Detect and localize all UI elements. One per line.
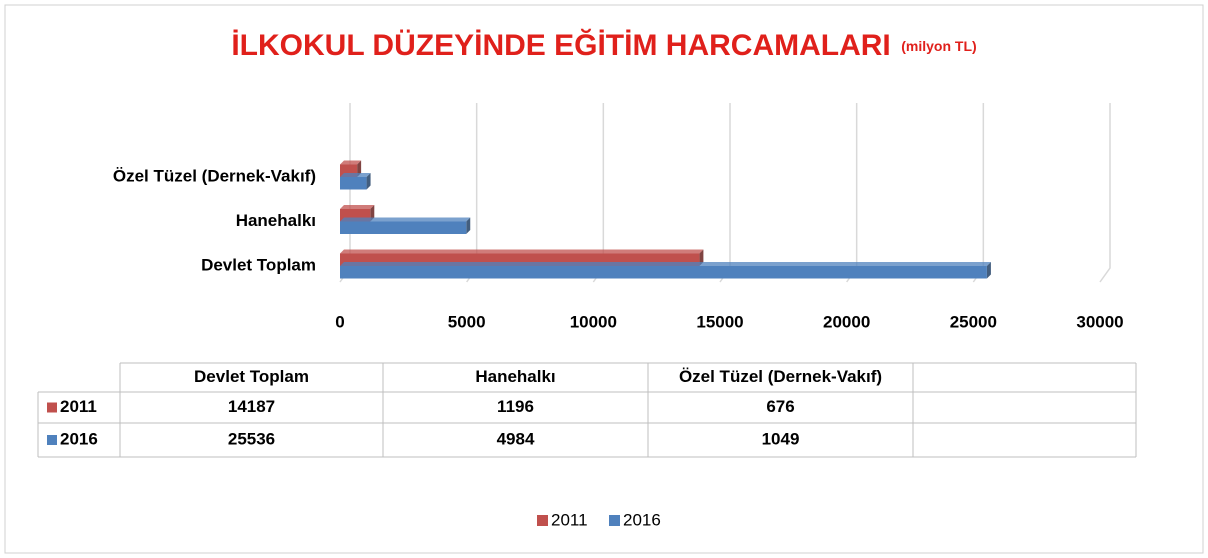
legend-key xyxy=(537,515,548,526)
table-header: Devlet Toplam xyxy=(194,367,309,386)
x-tick-label: 5000 xyxy=(448,312,486,331)
bar-top xyxy=(340,249,704,254)
x-tick-label: 10000 xyxy=(570,312,617,331)
bar-top xyxy=(340,217,471,222)
bar-side xyxy=(699,249,704,266)
table-header: Hanehalkı xyxy=(475,367,555,386)
x-tick-label: 25000 xyxy=(950,312,997,331)
x-tick-label: 20000 xyxy=(823,312,870,331)
x-tick-label: 0 xyxy=(335,312,344,331)
table-legend-key xyxy=(47,402,57,413)
table-cell: 14187 xyxy=(228,397,275,416)
bar-top xyxy=(340,160,362,165)
chart-subtitle: (milyon TL) xyxy=(901,38,976,54)
legend-label: 2011 xyxy=(551,510,588,529)
legend-key xyxy=(609,515,620,526)
bar-side xyxy=(466,217,471,234)
table-row-label: 2011 xyxy=(60,397,97,416)
bar xyxy=(340,177,367,190)
table-legend-key xyxy=(47,435,57,445)
chart-heading: İLKOKUL DÜZEYİNDE EĞİTİM HARCAMALARI (mi… xyxy=(231,28,976,62)
grid-line xyxy=(1099,103,1111,283)
y-tick-label: Özel Tüzel (Dernek-Vakıf) xyxy=(113,166,316,185)
table-header: Özel Tüzel (Dernek-Vakıf) xyxy=(679,367,882,386)
data-table: Devlet Toplam Hanehalkı Özel Tüzel (Dernek… xyxy=(37,362,1137,458)
bar xyxy=(340,266,987,279)
legend-label: 2016 xyxy=(623,510,661,529)
bar-side xyxy=(986,262,991,279)
bar-side xyxy=(370,205,375,222)
bar-top xyxy=(340,173,371,177)
bar xyxy=(340,221,467,234)
table-row-label: 2016 xyxy=(60,429,98,448)
table-cell: 1196 xyxy=(497,397,534,416)
bar-side xyxy=(366,173,371,190)
table-cell: 25536 xyxy=(228,429,275,448)
x-tick-label: 30000 xyxy=(1076,312,1123,331)
chart-title: İLKOKUL DÜZEYİNDE EĞİTİM HARCAMALARI xyxy=(231,28,890,62)
table-cell: 4984 xyxy=(497,429,535,448)
bar-side xyxy=(357,160,362,177)
y-tick-label: Devlet Toplam xyxy=(201,255,316,274)
table-cell: 1049 xyxy=(762,429,800,448)
chart-frame xyxy=(4,4,1204,554)
bar-top xyxy=(340,262,991,266)
bar-top xyxy=(340,205,375,209)
y-tick-label: Hanehalkı xyxy=(236,211,316,230)
table-cell: 676 xyxy=(766,397,794,416)
x-tick-label: 15000 xyxy=(696,312,743,331)
